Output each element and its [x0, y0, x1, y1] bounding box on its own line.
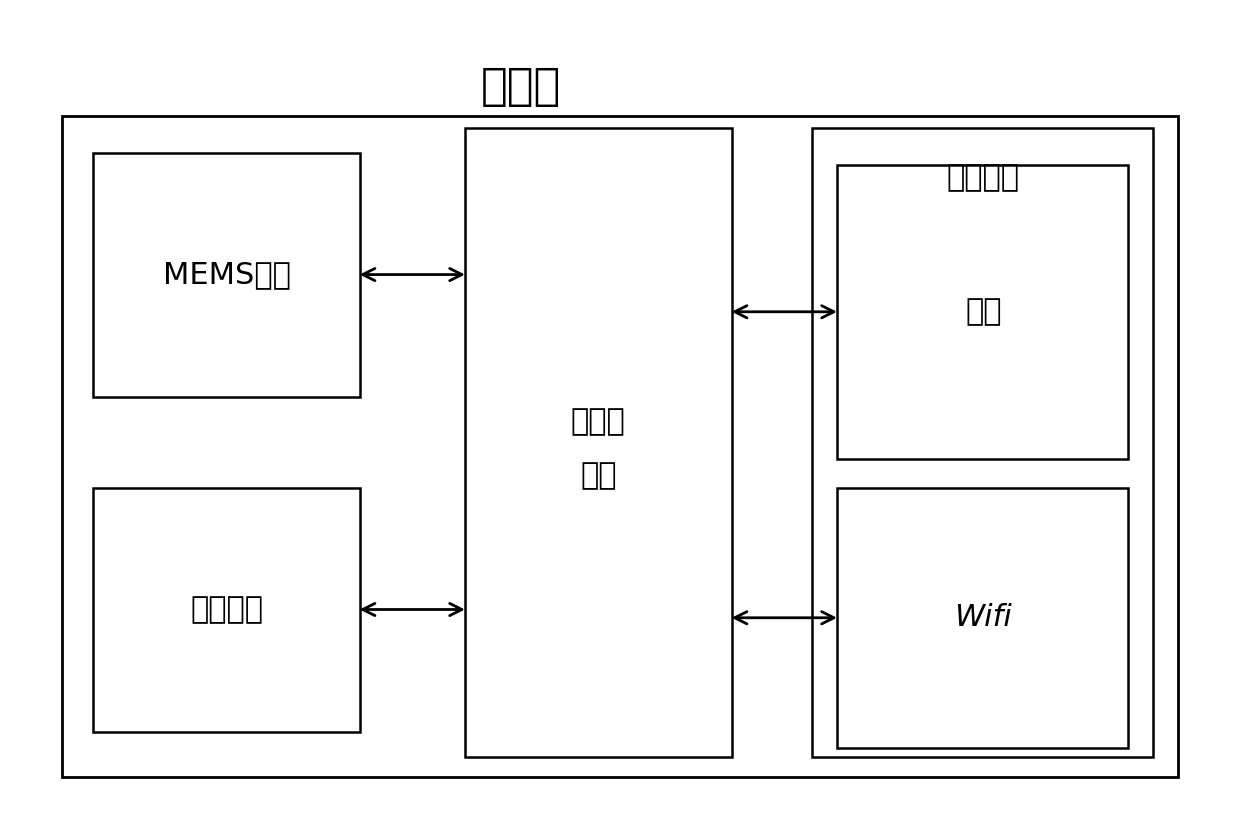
Bar — [62, 116, 1178, 777]
Text: MEMS惯导: MEMS惯导 — [162, 260, 291, 289]
Bar — [837, 488, 1128, 748]
Text: 标定盒: 标定盒 — [481, 65, 560, 108]
Text: 电源模块: 电源模块 — [191, 595, 263, 624]
Text: 蓝牙: 蓝牙 — [965, 297, 1002, 327]
Text: Wifi: Wifi — [955, 603, 1012, 633]
Bar — [812, 128, 1153, 757]
Bar — [465, 128, 732, 757]
Text: 处理器: 处理器 — [570, 407, 626, 437]
Text: 基板: 基板 — [580, 461, 616, 490]
Bar — [93, 488, 360, 732]
Bar — [837, 165, 1128, 459]
Text: 无线通信: 无线通信 — [947, 163, 1019, 193]
Bar — [93, 153, 360, 397]
